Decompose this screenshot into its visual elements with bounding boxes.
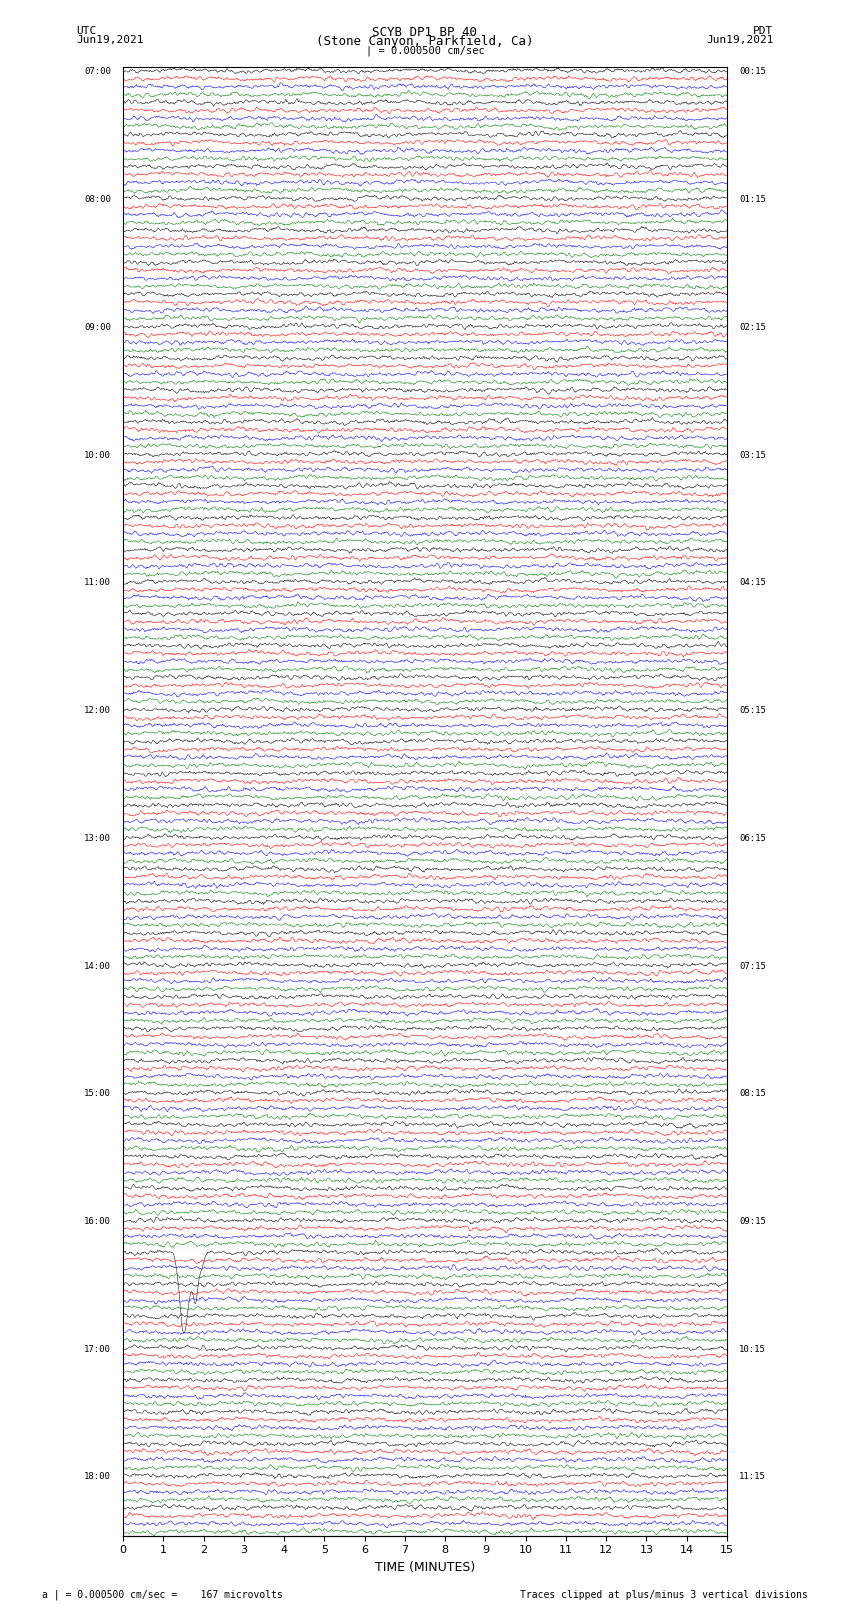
Text: SCYB DP1 BP 40: SCYB DP1 BP 40	[372, 26, 478, 39]
Text: (Stone Canyon, Parkfield, Ca): (Stone Canyon, Parkfield, Ca)	[316, 35, 534, 48]
Text: 17:00: 17:00	[84, 1345, 111, 1353]
Text: Traces clipped at plus/minus 3 vertical divisions: Traces clipped at plus/minus 3 vertical …	[519, 1590, 808, 1600]
Text: 08:15: 08:15	[739, 1089, 766, 1098]
Text: 11:00: 11:00	[84, 579, 111, 587]
Text: 10:00: 10:00	[84, 450, 111, 460]
Text: 10:15: 10:15	[739, 1345, 766, 1353]
Text: 00:15: 00:15	[739, 68, 766, 76]
Text: 11:15: 11:15	[739, 1473, 766, 1481]
Text: 08:00: 08:00	[84, 195, 111, 205]
Text: 06:15: 06:15	[739, 834, 766, 844]
Text: 18:00: 18:00	[84, 1473, 111, 1481]
Text: 09:15: 09:15	[739, 1216, 766, 1226]
Text: 16:00: 16:00	[84, 1216, 111, 1226]
Text: Jun19,2021: Jun19,2021	[706, 35, 774, 45]
Text: Jun19,2021: Jun19,2021	[76, 35, 144, 45]
Text: 09:00: 09:00	[84, 323, 111, 332]
Text: 05:15: 05:15	[739, 706, 766, 715]
Text: 03:15: 03:15	[739, 450, 766, 460]
Text: 07:15: 07:15	[739, 961, 766, 971]
Text: 12:00: 12:00	[84, 706, 111, 715]
Text: a | = 0.000500 cm/sec =    167 microvolts: a | = 0.000500 cm/sec = 167 microvolts	[42, 1589, 283, 1600]
Text: 01:15: 01:15	[739, 195, 766, 205]
Text: | = 0.000500 cm/sec: | = 0.000500 cm/sec	[366, 45, 484, 56]
Text: 14:00: 14:00	[84, 961, 111, 971]
Text: PDT: PDT	[753, 26, 774, 35]
Text: 07:00: 07:00	[84, 68, 111, 76]
Text: 13:00: 13:00	[84, 834, 111, 844]
Text: 04:15: 04:15	[739, 579, 766, 587]
X-axis label: TIME (MINUTES): TIME (MINUTES)	[375, 1561, 475, 1574]
Text: 02:15: 02:15	[739, 323, 766, 332]
Text: 15:00: 15:00	[84, 1089, 111, 1098]
Text: UTC: UTC	[76, 26, 97, 35]
